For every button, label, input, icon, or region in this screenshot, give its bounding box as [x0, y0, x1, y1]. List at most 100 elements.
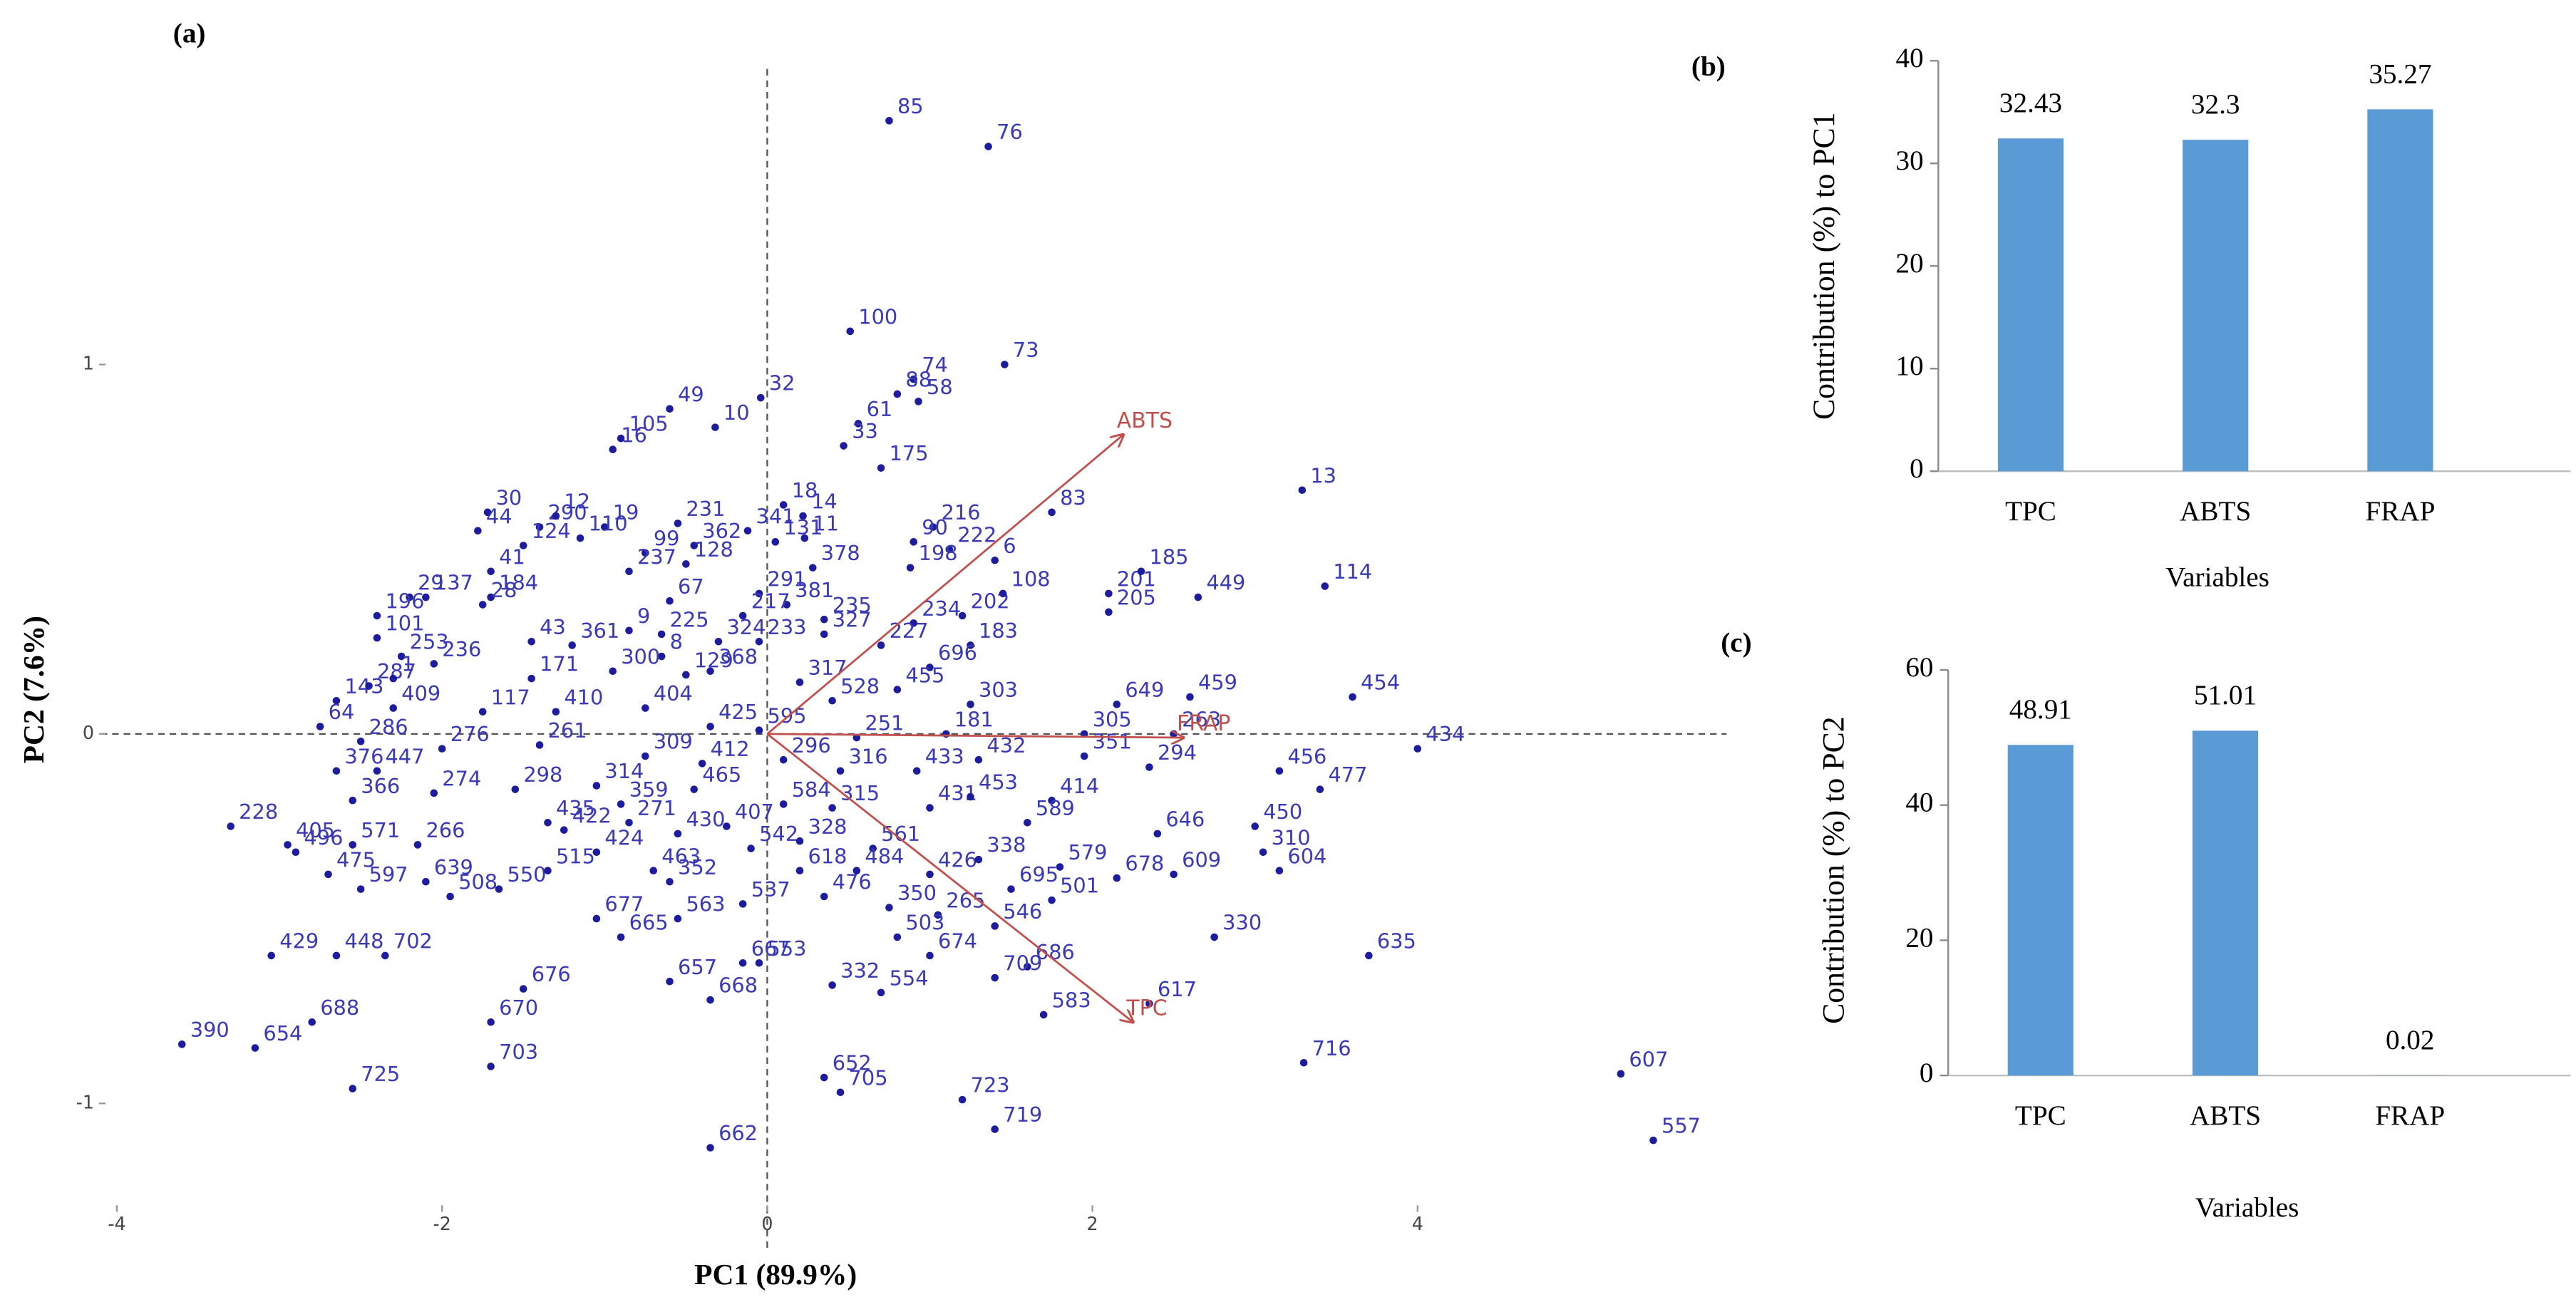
point-label: 678	[1125, 852, 1164, 876]
point-label: 49	[678, 382, 704, 406]
point-label: 338	[986, 833, 1026, 857]
point	[926, 663, 934, 671]
point	[690, 785, 699, 793]
point	[438, 745, 446, 753]
point	[991, 973, 999, 982]
point	[991, 556, 999, 564]
point	[1039, 1011, 1048, 1019]
value-label: 32.3	[2191, 89, 2240, 120]
point-label: 448	[344, 929, 383, 954]
point-label: 227	[890, 619, 929, 643]
point	[869, 844, 877, 852]
point-label: 1	[401, 652, 414, 676]
point	[885, 117, 893, 125]
point	[617, 933, 625, 941]
point-label: 429	[279, 929, 319, 954]
point	[413, 841, 422, 849]
point	[592, 914, 601, 923]
point-label: 667	[751, 936, 790, 961]
point	[365, 682, 373, 690]
point	[1298, 486, 1307, 495]
point-label: 303	[979, 678, 1018, 702]
point	[267, 951, 275, 960]
y-tick-label: 20	[1895, 248, 1923, 279]
point	[1275, 767, 1284, 775]
y-tick-label: 0	[1910, 453, 1924, 484]
point	[738, 900, 747, 908]
point	[657, 652, 666, 661]
x-axis-label: Variables	[2195, 1192, 2299, 1223]
value-label: 35.27	[2369, 58, 2431, 89]
x-tick-label: 2	[1087, 1213, 1098, 1234]
point	[422, 877, 430, 886]
point	[1105, 608, 1113, 616]
point-label: 609	[1182, 847, 1221, 872]
point	[706, 996, 714, 1004]
point	[373, 767, 381, 775]
value-label: 51.01	[2194, 680, 2257, 711]
point-label: 305	[1093, 707, 1132, 731]
point	[820, 615, 828, 624]
point	[642, 704, 649, 712]
point-label: 424	[604, 825, 644, 849]
point-label: 553	[768, 936, 807, 961]
point	[560, 826, 568, 834]
point	[852, 733, 861, 742]
point	[1137, 567, 1145, 576]
point-label: 228	[239, 800, 278, 824]
point	[324, 870, 332, 879]
point	[1251, 822, 1259, 830]
point	[609, 445, 617, 454]
point-label: 231	[686, 497, 725, 521]
point-label: 459	[1198, 671, 1237, 695]
point	[544, 867, 552, 875]
point	[877, 988, 885, 997]
point	[177, 1040, 186, 1048]
point	[349, 796, 357, 805]
bar	[1997, 138, 2064, 472]
loading-arrow	[766, 435, 1123, 735]
point	[1113, 701, 1121, 708]
bar	[2183, 140, 2249, 472]
point	[1080, 752, 1088, 760]
point-label: 222	[957, 522, 996, 547]
point	[430, 660, 438, 668]
point	[1170, 870, 1178, 879]
y-tick-label: -1	[76, 1091, 94, 1112]
point	[771, 538, 780, 546]
point	[657, 630, 666, 639]
point-label: 12	[564, 490, 590, 514]
point-label: 410	[564, 685, 603, 709]
point-label: 276	[450, 722, 490, 746]
point	[609, 667, 617, 676]
point-label: 171	[540, 652, 579, 676]
point-label: 430	[686, 807, 725, 831]
point	[1413, 745, 1422, 753]
point-label: 351	[1093, 730, 1132, 754]
point-label: 43	[540, 615, 566, 639]
point-label: 618	[808, 844, 847, 868]
point	[642, 752, 649, 760]
point	[885, 904, 893, 911]
point	[487, 593, 495, 601]
point	[706, 723, 714, 730]
point	[1001, 361, 1009, 368]
point	[666, 596, 674, 605]
point	[926, 804, 934, 812]
point-label: 409	[401, 681, 441, 706]
x-tick-label: -4	[108, 1213, 125, 1234]
point	[397, 652, 406, 661]
point-label: 557	[1661, 1114, 1701, 1138]
point-label: 366	[361, 774, 400, 798]
point-label: 294	[1158, 740, 1197, 765]
point	[576, 534, 584, 542]
point	[1186, 693, 1194, 701]
point	[910, 538, 917, 546]
point-label: 404	[654, 681, 693, 706]
point-label: 88	[905, 368, 932, 392]
point	[1048, 896, 1056, 904]
point	[600, 523, 609, 531]
point	[308, 1018, 316, 1026]
point	[682, 671, 690, 679]
point-label: 604	[1287, 844, 1326, 868]
